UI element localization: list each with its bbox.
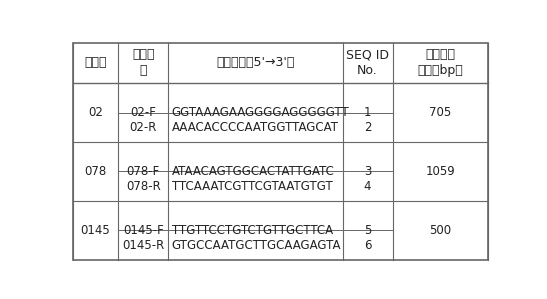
Text: 血清型: 血清型 — [84, 57, 107, 69]
Text: TTGTTCCTGTCTGTTGCTTCA: TTGTTCCTGTCTGTTGCTTCA — [172, 224, 333, 237]
Text: 2: 2 — [364, 121, 371, 134]
Text: 705: 705 — [429, 106, 451, 119]
Text: 引物名
称: 引物名 称 — [132, 48, 154, 77]
Text: 引物序列（5'→3'）: 引物序列（5'→3'） — [216, 57, 295, 69]
Text: 1059: 1059 — [426, 165, 455, 178]
Text: 0145-R: 0145-R — [122, 239, 164, 252]
Text: ATAACAGTGGCACTATTGATC: ATAACAGTGGCACTATTGATC — [172, 165, 334, 178]
Text: 3: 3 — [364, 165, 371, 178]
Text: 0145-F: 0145-F — [123, 224, 164, 237]
Text: 078-R: 078-R — [126, 180, 161, 193]
Text: 1: 1 — [364, 106, 371, 119]
Text: AAACACCCCAATGGTTAGCAT: AAACACCCCAATGGTTAGCAT — [172, 121, 339, 134]
Text: 02-F: 02-F — [130, 106, 156, 119]
Text: TTCAAATCGTTCGTAATGTGT: TTCAAATCGTTCGTAATGTGT — [172, 180, 333, 193]
Text: SEQ ID
No.: SEQ ID No. — [346, 48, 389, 77]
Text: 078: 078 — [84, 165, 107, 178]
Text: 078-F: 078-F — [126, 165, 160, 178]
Text: GTGCCAATGCTTGCAAGAGTA: GTGCCAATGCTTGCAAGAGTA — [172, 239, 341, 252]
Text: 5: 5 — [364, 224, 371, 237]
Text: 扩增产物
大小（bp）: 扩增产物 大小（bp） — [417, 48, 463, 77]
Text: 02: 02 — [88, 106, 103, 119]
Text: 4: 4 — [364, 180, 371, 193]
Text: 500: 500 — [429, 224, 451, 237]
Text: GGTAAAGAAGGGGAGGGGGTT: GGTAAAGAAGGGGAGGGGGTT — [172, 106, 350, 119]
Text: 6: 6 — [364, 239, 371, 252]
Text: 0145: 0145 — [80, 224, 110, 237]
Text: 02-R: 02-R — [130, 121, 157, 134]
